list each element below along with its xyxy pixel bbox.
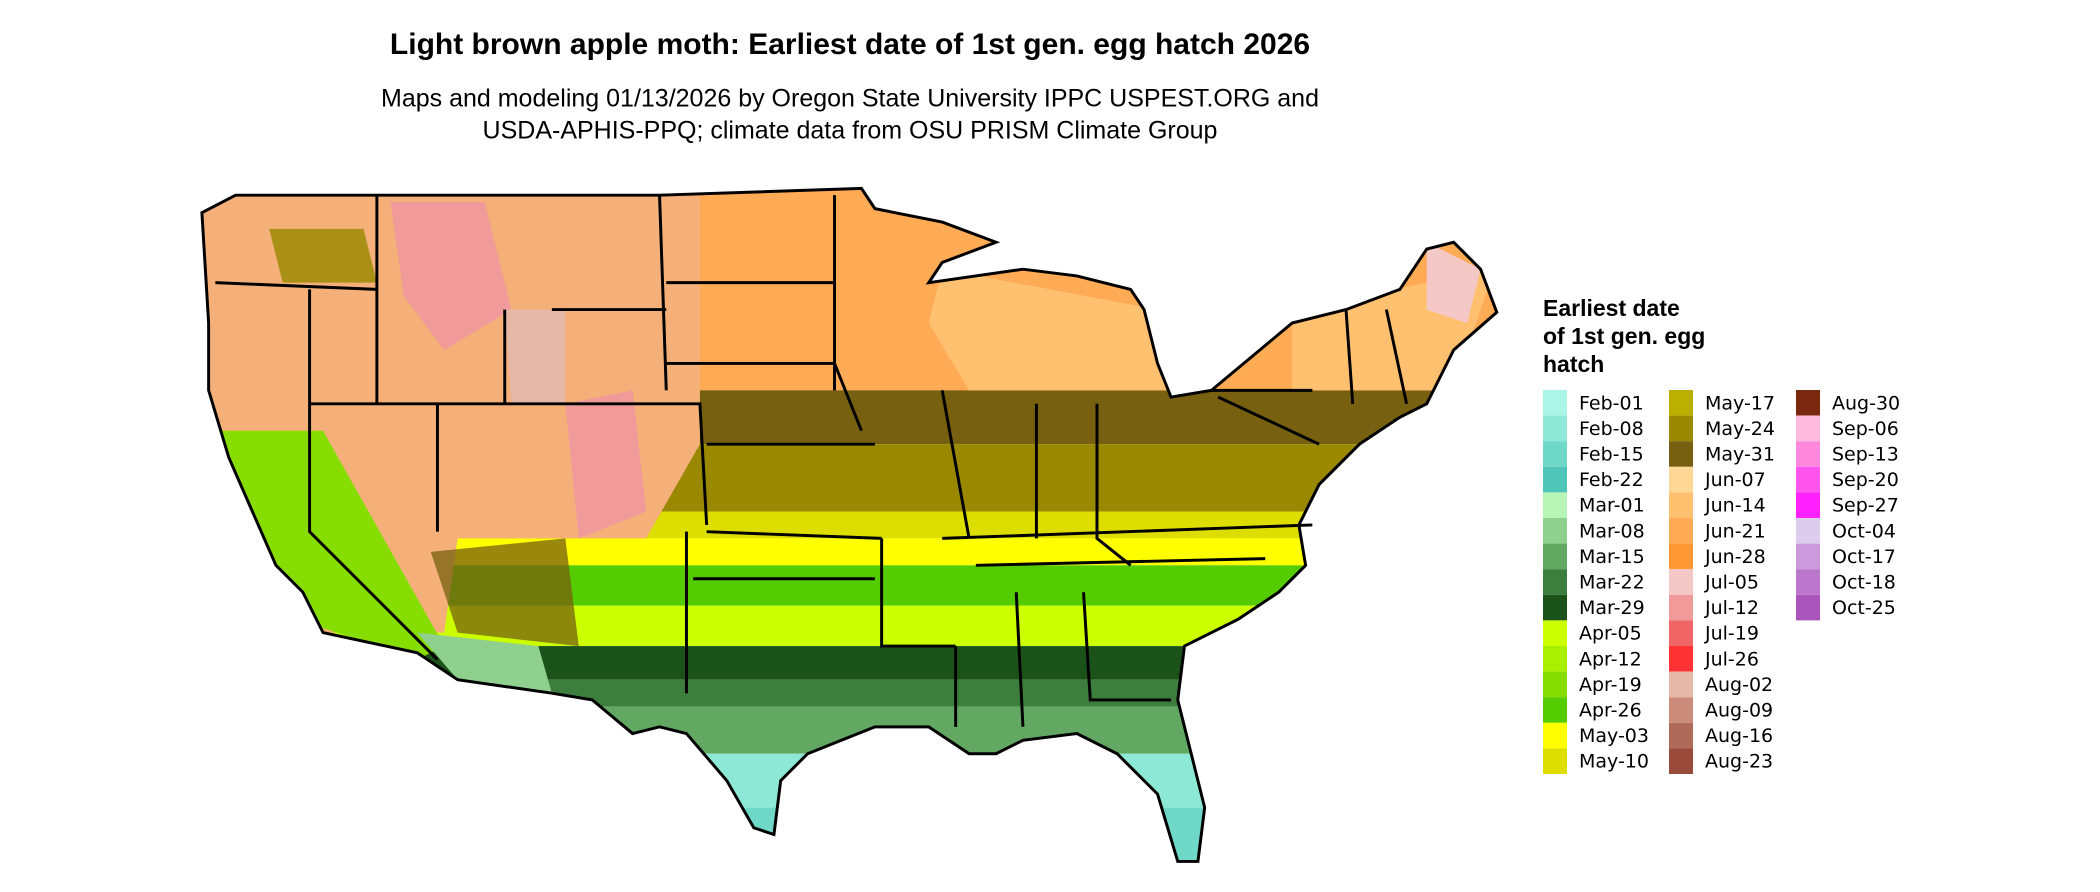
legend-swatch xyxy=(1796,415,1820,442)
legend-label: May-17 xyxy=(1705,392,1775,414)
legend-label: Aug-02 xyxy=(1705,674,1773,696)
legend-label: Mar-08 xyxy=(1579,520,1645,542)
legend-label: May-03 xyxy=(1579,725,1649,747)
legend-swatch xyxy=(1543,466,1567,493)
legend-label: Jul-19 xyxy=(1704,623,1759,645)
legend-swatch xyxy=(1543,543,1567,570)
legend-swatch xyxy=(1543,390,1567,416)
legend-swatch xyxy=(1543,748,1567,774)
legend-swatch xyxy=(1669,492,1693,518)
legend-swatch xyxy=(1669,466,1693,493)
legend-label: Mar-29 xyxy=(1579,597,1645,619)
legend-label: Apr-26 xyxy=(1579,700,1642,722)
legend-swatch xyxy=(1543,671,1567,698)
legend-label: Sep-20 xyxy=(1832,469,1899,491)
legend-label: Jul-26 xyxy=(1704,648,1759,670)
legend-label: Jul-12 xyxy=(1704,597,1759,619)
legend-swatch xyxy=(1669,518,1693,544)
legend-title: hatch xyxy=(1543,351,1604,377)
legend-label: Sep-27 xyxy=(1832,495,1899,517)
legend-label: Oct-04 xyxy=(1832,520,1896,542)
legend-swatch xyxy=(1543,441,1567,467)
legend-label: Jul-05 xyxy=(1704,572,1759,594)
legend-label: Apr-05 xyxy=(1579,623,1642,645)
legend-label: Aug-16 xyxy=(1705,725,1773,747)
map-title: Light brown apple moth: Earliest date of… xyxy=(390,28,1310,61)
legend-label: Feb-08 xyxy=(1579,418,1644,440)
legend-label: Feb-15 xyxy=(1579,444,1644,466)
legend-swatch xyxy=(1669,441,1693,467)
legend-swatch xyxy=(1543,415,1567,442)
legend-swatch xyxy=(1796,518,1820,544)
legend-label: Mar-22 xyxy=(1579,572,1645,594)
legend-swatch xyxy=(1543,646,1567,672)
legend: Feb-01 Feb-08 Feb-15 Feb-22 Mar-01 Mar-08 Mar-… xyxy=(1543,390,1900,774)
legend-label: Jun-21 xyxy=(1704,520,1766,542)
legend-swatch xyxy=(1669,390,1693,416)
legend-label: May-24 xyxy=(1705,418,1775,440)
legend-swatch xyxy=(1669,748,1693,774)
legend-swatch xyxy=(1543,594,1567,621)
legend-label: Jun-28 xyxy=(1704,546,1766,568)
legend-label: Sep-06 xyxy=(1832,418,1899,440)
legend-swatch xyxy=(1669,569,1693,595)
legend-label: Mar-15 xyxy=(1579,546,1645,568)
legend-swatch xyxy=(1543,492,1567,518)
legend-swatch xyxy=(1543,697,1567,723)
legend-swatch xyxy=(1543,518,1567,544)
legend-swatch xyxy=(1669,620,1693,646)
legend-swatch xyxy=(1796,543,1820,570)
legend-swatch xyxy=(1669,415,1693,442)
legend-label: Apr-12 xyxy=(1579,648,1642,670)
subtitle: USDA-APHIS-PPQ; climate data from OSU PR… xyxy=(483,117,1218,145)
legend-label: Oct-17 xyxy=(1832,546,1896,568)
legend-title: Earliest date xyxy=(1543,295,1680,321)
legend-swatch xyxy=(1543,569,1567,595)
map xyxy=(200,186,1499,863)
legend-label: Apr-19 xyxy=(1579,674,1642,696)
legend-swatch xyxy=(1669,646,1693,672)
legend-label: Jun-14 xyxy=(1704,495,1766,517)
legend-label: May-10 xyxy=(1579,751,1649,773)
legend-swatch xyxy=(1669,594,1693,621)
legend-swatch xyxy=(1669,671,1693,698)
legend-swatch xyxy=(1796,466,1820,493)
legend-swatch xyxy=(1796,569,1820,595)
legend-label: Jun-07 xyxy=(1704,469,1766,491)
legend-swatch xyxy=(1669,543,1693,570)
legend-label: Sep-13 xyxy=(1832,444,1899,466)
legend-swatch xyxy=(1796,441,1820,467)
legend-label: Aug-30 xyxy=(1832,392,1900,414)
legend-label: May-31 xyxy=(1705,444,1775,466)
legend-label: Mar-01 xyxy=(1579,495,1645,517)
legend-label: Feb-01 xyxy=(1579,392,1644,414)
legend-label: Oct-18 xyxy=(1832,572,1896,594)
legend-label: Feb-22 xyxy=(1579,469,1644,491)
legend-label: Aug-09 xyxy=(1705,700,1773,722)
legend-swatch xyxy=(1796,390,1820,416)
legend-swatch xyxy=(1543,722,1567,749)
legend-swatch xyxy=(1669,722,1693,749)
legend-label: Oct-25 xyxy=(1832,597,1896,619)
legend-title: of 1st gen. egg xyxy=(1543,323,1705,349)
legend-swatch xyxy=(1669,697,1693,723)
legend-swatch xyxy=(1796,594,1820,621)
legend-label: Aug-23 xyxy=(1705,751,1773,773)
subtitle: Maps and modeling 01/13/2026 by Oregon S… xyxy=(381,85,1319,113)
legend-swatch xyxy=(1796,492,1820,518)
legend-swatch xyxy=(1543,620,1567,646)
